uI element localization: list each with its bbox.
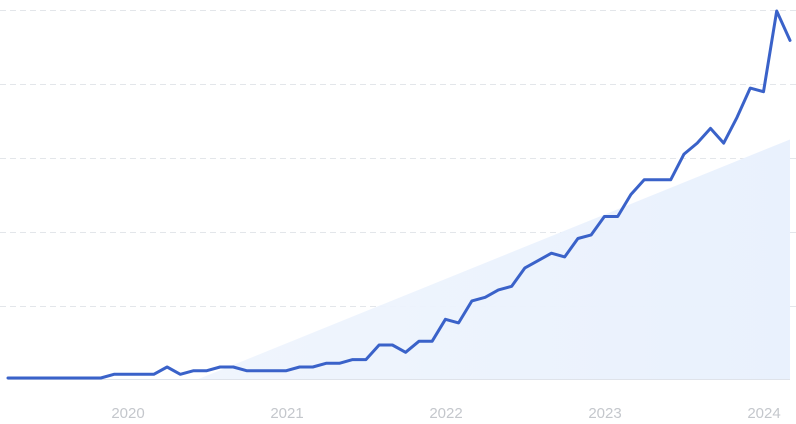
x-axis-labels: 2020 2021 2022 2023 2024 bbox=[111, 405, 780, 422]
x-tick-label: 2024 bbox=[747, 405, 780, 422]
x-tick-label: 2021 bbox=[270, 405, 303, 422]
trend-area bbox=[198, 139, 790, 379]
x-tick-label: 2022 bbox=[429, 405, 462, 422]
x-tick-label: 2023 bbox=[588, 405, 621, 422]
x-tick-label: 2020 bbox=[111, 405, 144, 422]
trend-line bbox=[6, 9, 792, 380]
